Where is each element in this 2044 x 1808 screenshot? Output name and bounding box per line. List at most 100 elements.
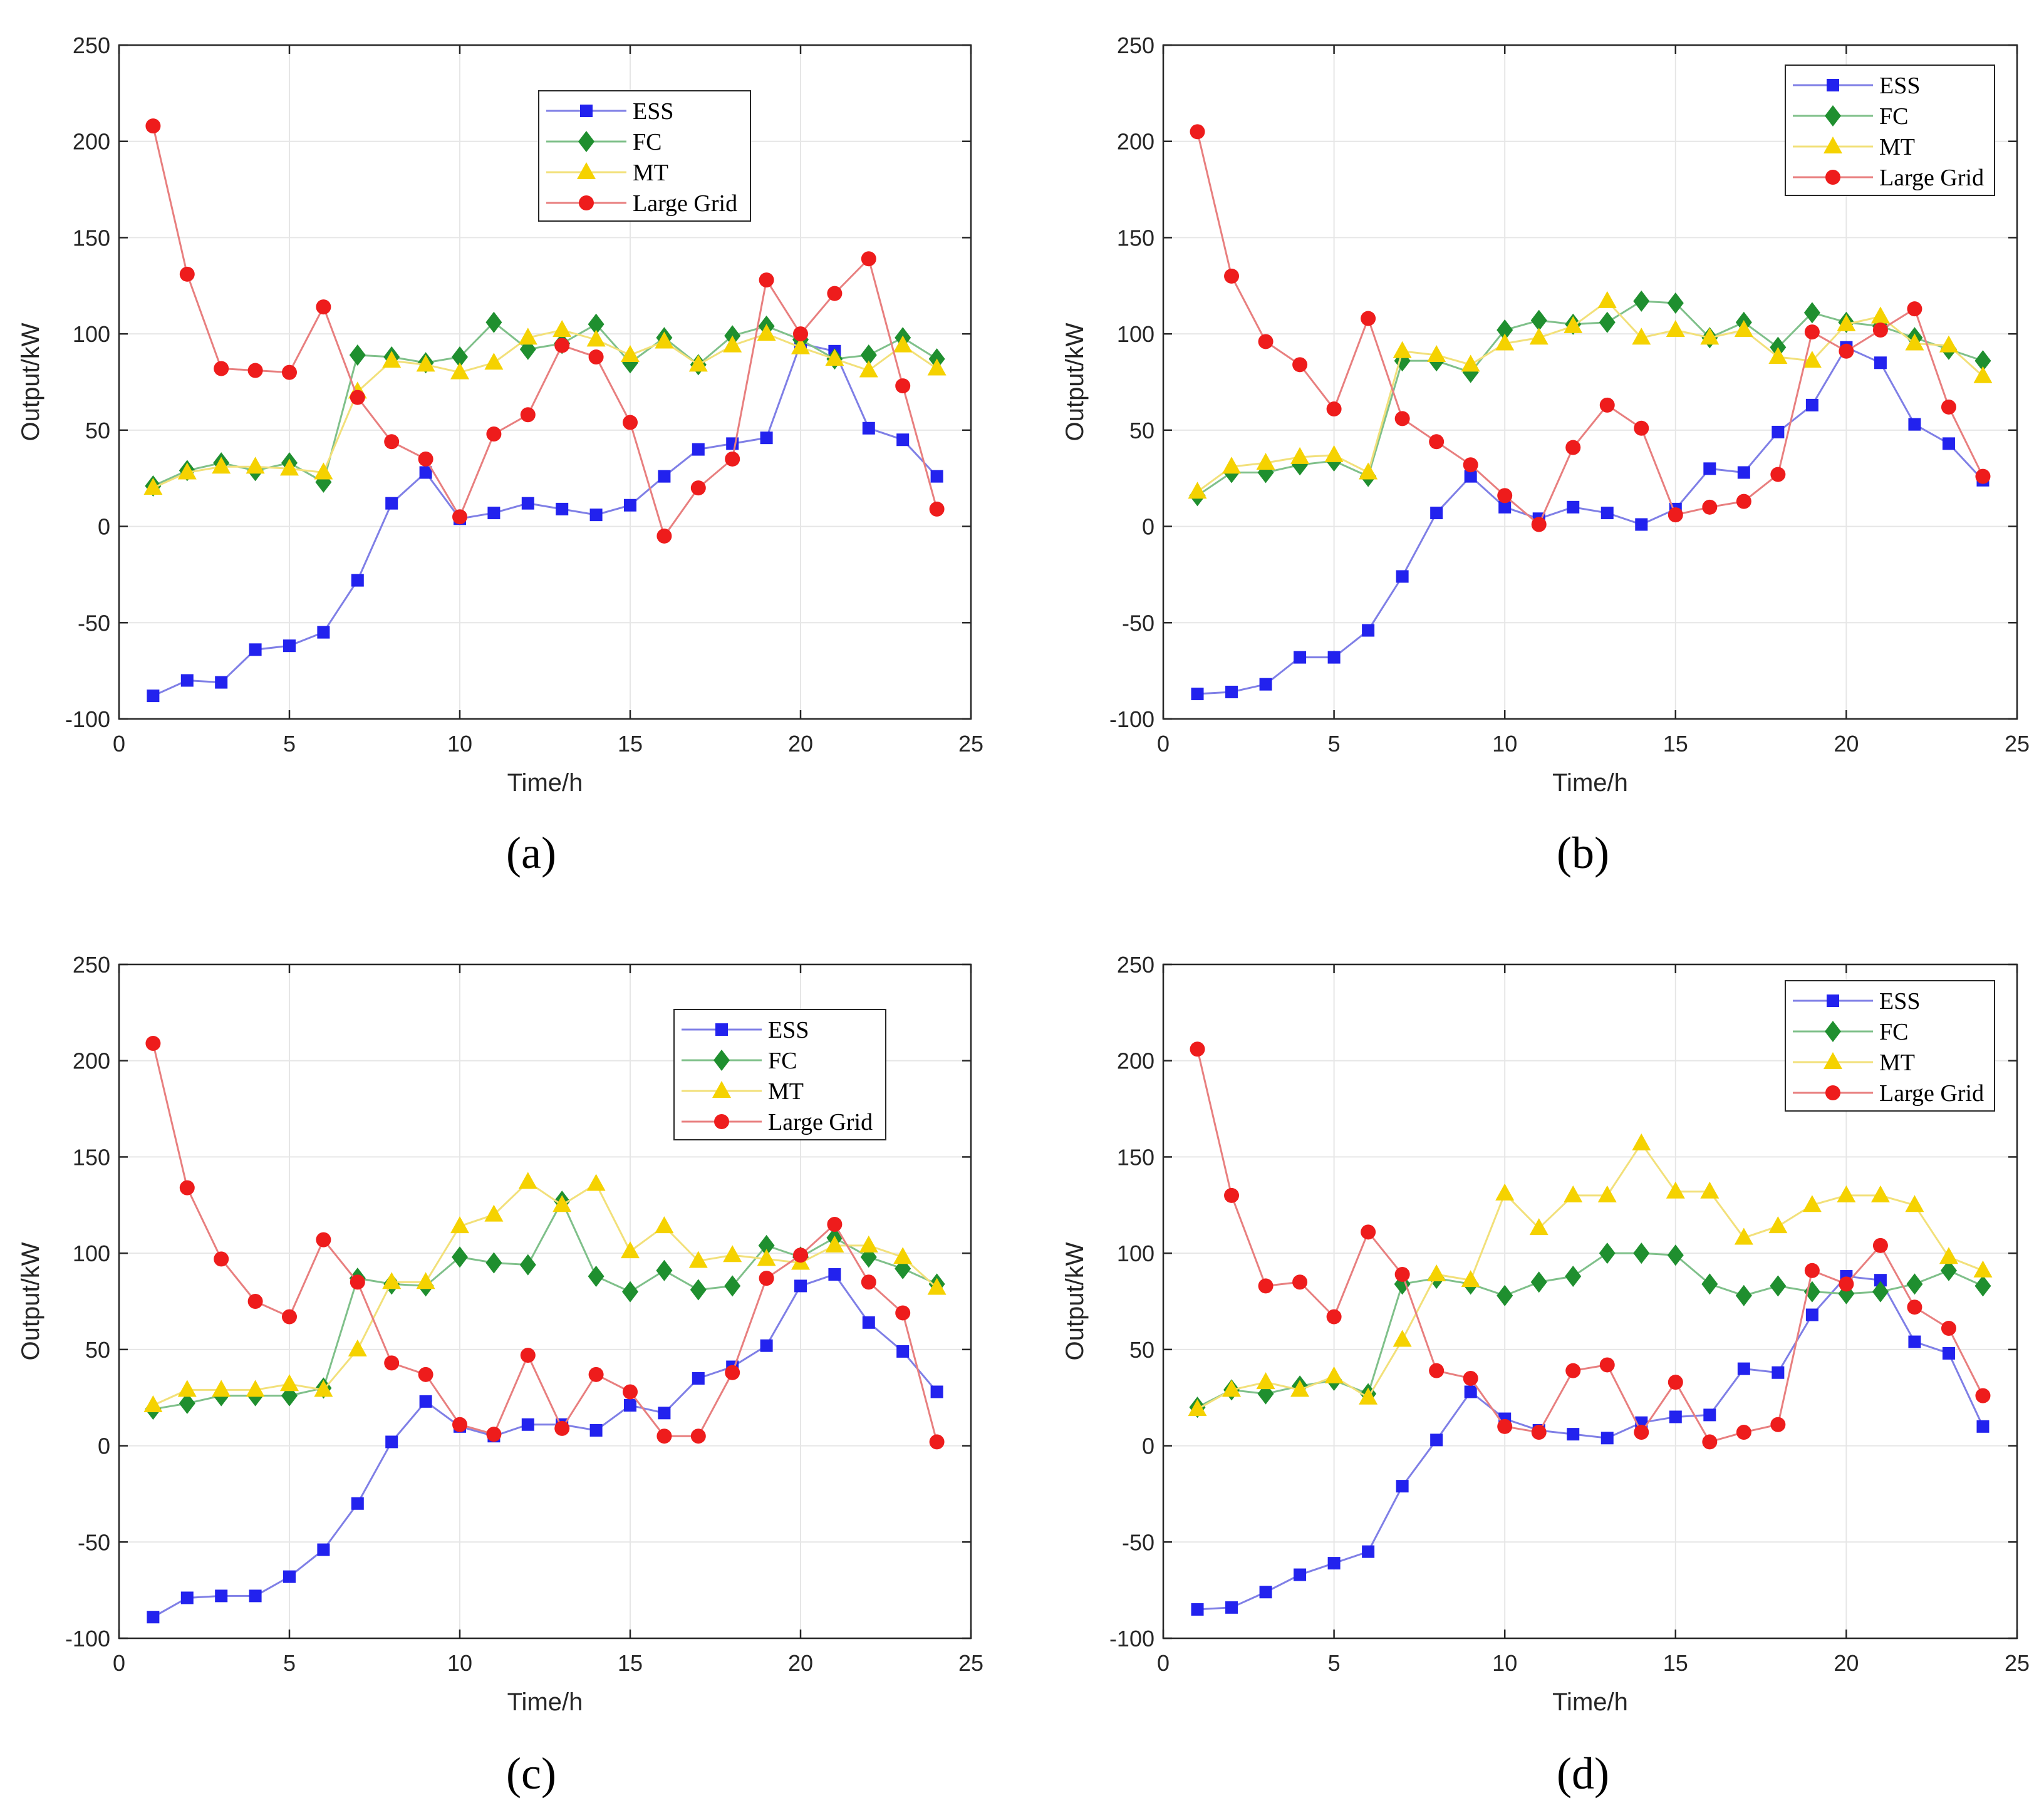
data-point-large-grid <box>214 361 229 376</box>
x-tick-label: 10 <box>1492 1650 1517 1676</box>
data-point-mt <box>859 1235 878 1253</box>
data-point-ess <box>1567 500 1580 514</box>
data-point-ess <box>1396 570 1409 583</box>
data-point-ess <box>1737 466 1750 479</box>
data-point-ess <box>351 1497 364 1510</box>
y-tick-label: -100 <box>1109 1626 1154 1651</box>
legend-label: FC <box>1879 1019 1908 1045</box>
data-point-mt <box>1290 447 1310 464</box>
x-tick-label: 10 <box>1492 731 1517 757</box>
data-point-large-grid <box>1531 517 1547 532</box>
data-point-large-grid <box>759 1271 774 1286</box>
data-point-mt <box>1359 1387 1378 1405</box>
data-point-large-grid <box>1804 1263 1820 1278</box>
data-point-ess <box>760 1339 773 1352</box>
data-point-ess <box>1498 500 1512 514</box>
data-point-ess <box>419 466 432 479</box>
data-point-large-grid <box>1599 1357 1615 1373</box>
data-point-mt <box>927 358 947 376</box>
axes-box <box>1162 44 2018 720</box>
data-point-large-grid <box>452 509 467 525</box>
data-point-ess <box>487 507 501 520</box>
y-tick-label: 200 <box>1117 129 1154 155</box>
data-point-mt <box>1256 453 1275 470</box>
legend-label: MT <box>1879 1050 1915 1076</box>
x-tick-label: 15 <box>1663 731 1688 757</box>
data-point-mt <box>1564 316 1583 333</box>
data-point-ess <box>1396 1480 1409 1493</box>
data-point-mt <box>314 1380 333 1397</box>
data-point-large-grid <box>145 1036 161 1051</box>
x-tick-label: 10 <box>447 731 472 757</box>
data-point-large-grid <box>554 1420 570 1436</box>
data-point-ess <box>385 497 398 510</box>
legend-label: MT <box>768 1078 804 1105</box>
data-point-ess <box>794 1279 807 1293</box>
data-point-large-grid <box>725 451 740 467</box>
data-point-mt <box>518 1172 537 1189</box>
data-point-large-grid <box>690 480 706 496</box>
x-axis-label: Time/h <box>1552 769 1628 797</box>
data-point-mt <box>791 337 810 354</box>
data-point-large-grid <box>929 501 945 517</box>
data-point-mt <box>1188 482 1207 499</box>
x-tick-label: 25 <box>958 1650 983 1676</box>
data-point-mt <box>1973 1260 1993 1278</box>
data-point-large-grid <box>1941 399 1956 415</box>
data-point-large-grid <box>793 326 808 342</box>
legend-label: FC <box>768 1048 797 1074</box>
data-point-fc <box>1497 1284 1513 1306</box>
data-point-mt <box>1393 341 1412 358</box>
data-point-large-grid <box>1292 357 1308 373</box>
data-point-mt <box>1256 1372 1275 1390</box>
data-point-ess <box>862 1316 875 1329</box>
data-point-mt <box>1870 1185 1890 1202</box>
legend-marker-fc <box>1825 105 1841 127</box>
y-tick-label: -50 <box>1122 610 1154 636</box>
legend-marker-mt <box>577 162 596 179</box>
data-point-mt <box>825 1235 844 1253</box>
legend-marker-large-grid <box>1825 1085 1840 1100</box>
legend-entry-fc: FC <box>1793 103 1908 130</box>
legend-label: ESS <box>768 1017 809 1043</box>
data-point-large-grid <box>690 1428 706 1444</box>
data-point-large-grid <box>861 1274 876 1290</box>
data-point-fc <box>1565 1266 1582 1288</box>
data-point-ess <box>180 1591 194 1604</box>
data-point-mt <box>723 335 742 353</box>
y-tick-label: 0 <box>1142 1433 1154 1459</box>
data-point-ess <box>215 676 228 689</box>
legend-marker-mt <box>1824 1052 1842 1069</box>
data-point-fc <box>1974 350 1991 372</box>
data-point-ess <box>1942 437 1955 450</box>
data-point-large-grid <box>827 1217 843 1232</box>
data-point-mt <box>757 324 776 341</box>
data-point-mt <box>1222 1380 1242 1397</box>
legend-entry-mt: MT <box>682 1078 804 1105</box>
panel-caption: (c) <box>506 1749 556 1799</box>
x-tick-label: 0 <box>113 731 125 757</box>
data-point-mt <box>450 362 469 380</box>
x-tick-label: 25 <box>958 731 983 757</box>
x-tick-label: 20 <box>788 1650 813 1676</box>
legend: ESS FC MT Large Grid <box>673 1009 886 1140</box>
x-tick-label: 5 <box>1328 731 1341 757</box>
y-axis-label: Output/kW <box>1061 1242 1089 1360</box>
data-point-mt <box>177 462 197 480</box>
data-point-fc <box>1770 1275 1787 1297</box>
legend-label: MT <box>633 160 668 186</box>
data-point-large-grid <box>1361 311 1376 326</box>
legend: ESS FC MT Large Grid <box>1785 980 1995 1112</box>
legend-entry-fc: FC <box>1793 1019 1908 1045</box>
y-tick-label: -100 <box>65 706 110 732</box>
data-point-large-grid <box>1702 1434 1718 1450</box>
legend-marker-mt <box>712 1081 731 1098</box>
data-point-ess <box>1259 678 1272 691</box>
data-point-large-grid <box>384 1355 400 1371</box>
data-point-large-grid <box>1736 493 1751 509</box>
data-point-large-grid <box>1463 1370 1478 1386</box>
data-point-large-grid <box>1190 1041 1205 1057</box>
legend-marker-ess <box>715 1023 728 1036</box>
data-point-ess <box>658 470 671 483</box>
data-point-large-grid <box>623 415 638 430</box>
